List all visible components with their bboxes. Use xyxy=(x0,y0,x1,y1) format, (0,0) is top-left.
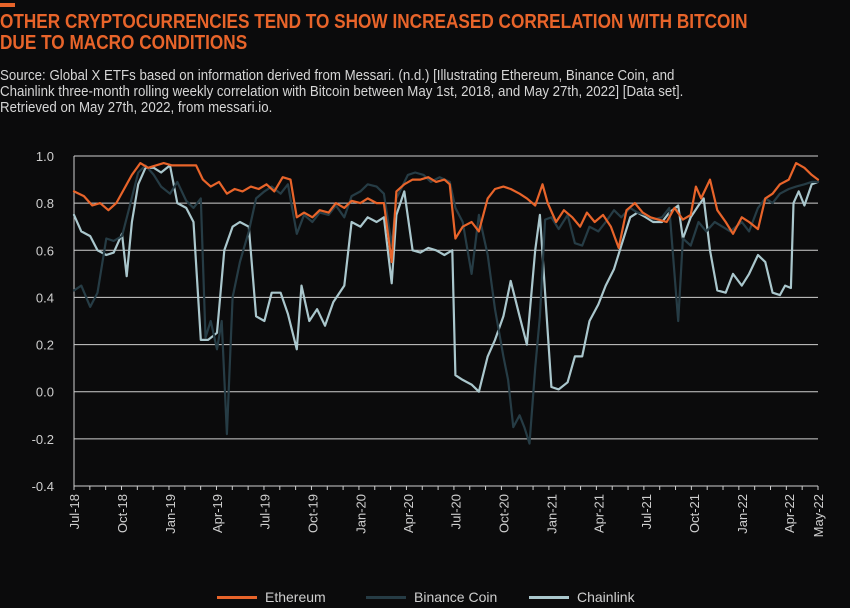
x-tick-label: Apr-22 xyxy=(782,494,797,533)
y-tick-label: 0.0 xyxy=(36,385,54,400)
y-axis: 1.0 0.8 0.6 0.4 0.2 0.0 -0.2 -0.4 xyxy=(32,149,54,494)
legend-label-ethereum: Ethereum xyxy=(265,589,326,605)
legend-label-chainlink: Chainlink xyxy=(577,589,635,605)
x-tick-label: May-22 xyxy=(811,494,826,537)
legend-swatch-binance-coin xyxy=(366,595,406,599)
legend: Ethereum Binance Coin Chainlink xyxy=(0,588,850,606)
chart-title-line-1: OTHER CRYPTOCURRENCIES TEND TO SHOW INCR… xyxy=(0,11,748,33)
x-axis: Jul-18 Oct-18 Jan-19 Apr-19 Jul-19 Oct-19 Jan-… xyxy=(67,486,826,537)
source-line-1: Source: Global X ETFs based on informati… xyxy=(0,67,675,84)
y-tick-label: 1.0 xyxy=(36,149,54,164)
x-tick-label: Oct-19 xyxy=(305,494,320,533)
x-tick-label: Jul-18 xyxy=(67,494,82,529)
x-tick-label: Jul-19 xyxy=(257,494,272,529)
y-tick-label: 0.2 xyxy=(36,338,54,353)
x-tick-label: Oct-21 xyxy=(687,494,702,533)
x-tick-label: Jul-20 xyxy=(448,494,463,529)
series-line-binance-coin xyxy=(72,164,820,445)
series-line-chainlink xyxy=(72,164,820,393)
legend-swatch-chainlink xyxy=(529,595,569,599)
series-layer xyxy=(72,161,820,445)
y-tick-label: 0.6 xyxy=(36,243,54,258)
legend-swatch-ethereum xyxy=(217,595,257,599)
legend-item-binance-coin: Binance Coin xyxy=(366,588,497,606)
x-tick-label: Apr-21 xyxy=(591,494,606,533)
x-tick-label: Apr-19 xyxy=(210,494,225,533)
x-tick-label: Apr-20 xyxy=(401,494,416,533)
legend-item-ethereum: Ethereum xyxy=(217,588,326,606)
y-tick-label: -0.4 xyxy=(32,479,54,494)
chart-title-line-2: DUE TO MACRO CONDITIONS xyxy=(0,32,248,54)
x-tick-label: Jan-21 xyxy=(544,494,559,534)
source-note: Source: Global X ETFs based on informati… xyxy=(0,68,841,116)
accent-bar xyxy=(0,3,15,7)
x-tick-label: Jan-20 xyxy=(353,494,368,534)
x-tick-label: Oct-18 xyxy=(115,494,130,533)
legend-item-chainlink: Chainlink xyxy=(529,588,635,606)
chart-title: OTHER CRYPTOCURRENCIES TEND TO SHOW INCR… xyxy=(0,11,748,54)
y-tick-label: 0.4 xyxy=(36,290,54,305)
x-tick-label: Oct-20 xyxy=(496,494,511,533)
series-line-ethereum xyxy=(72,161,820,264)
source-line-2: Chainlink three-month rolling weekly cor… xyxy=(0,83,684,100)
x-tick-label: Jan-22 xyxy=(735,494,750,534)
x-tick-label: Jul-21 xyxy=(639,494,654,529)
y-tick-label: -0.2 xyxy=(32,432,54,447)
line-chart: 1.00.80.60.40.20.0-0.2-0.4 Jul-18 Oct-18 J… xyxy=(32,149,826,537)
grid-layer xyxy=(73,155,818,487)
x-tick-label: Jan-19 xyxy=(163,494,178,534)
y-tick-label: 0.8 xyxy=(36,196,54,211)
source-line-3: Retrieved on May 27th, 2022, from messar… xyxy=(0,99,273,116)
legend-label-binance-coin: Binance Coin xyxy=(414,589,498,605)
